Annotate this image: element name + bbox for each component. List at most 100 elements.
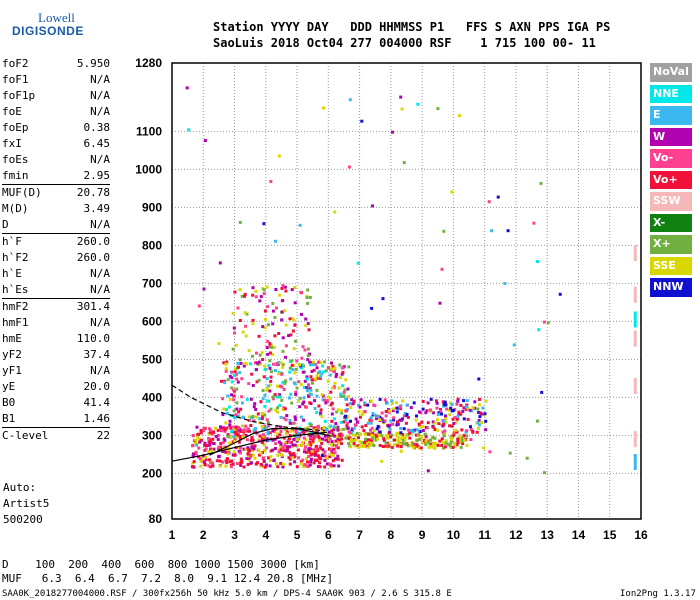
scatter-point <box>469 438 473 441</box>
scatter-point <box>233 331 236 335</box>
scatter-point <box>287 456 291 460</box>
scatter-point <box>238 371 242 375</box>
scatter-point <box>293 286 297 289</box>
scatter-point <box>302 400 306 404</box>
scatter-point <box>298 396 302 400</box>
scatter-point <box>280 318 284 322</box>
scatter-point <box>496 195 500 199</box>
scatter-point <box>327 432 331 436</box>
scatter-point <box>315 449 319 453</box>
scatter-point <box>313 428 316 432</box>
scatter-point <box>288 418 292 422</box>
scatter-point <box>315 411 319 415</box>
scatter-point <box>330 361 333 365</box>
scatter-point <box>224 464 228 468</box>
scatter-point <box>449 406 453 410</box>
scatter-point <box>424 435 428 439</box>
scatter-point <box>204 458 208 462</box>
scatter-point <box>450 438 453 442</box>
scatter-point <box>254 368 258 372</box>
scatter-point <box>330 440 334 444</box>
scatter-point <box>356 444 360 448</box>
scatter-point <box>198 457 202 461</box>
scatter-point <box>207 464 211 468</box>
scatter-point <box>383 398 387 402</box>
scatter-point <box>274 239 277 243</box>
scatter-point <box>288 370 292 374</box>
legend: NoVal NNE E W Vo- Vo+ SSW X- X+ SSE NNW <box>650 63 692 300</box>
scatter-point <box>292 455 296 459</box>
scatter-point <box>457 114 461 118</box>
scatter-point <box>314 447 318 451</box>
scatter-point <box>329 390 333 394</box>
scatter-point <box>388 409 392 413</box>
scatter-point <box>431 411 435 415</box>
scatter-point <box>247 419 251 422</box>
scatter-point <box>357 436 360 440</box>
scatter-point <box>337 464 341 468</box>
scatter-point <box>302 418 306 422</box>
scatter-point <box>315 434 318 438</box>
scatter-point <box>278 393 282 397</box>
param-label: h`Es <box>2 283 29 296</box>
scatter-point <box>217 445 221 449</box>
scatter-point <box>287 437 291 441</box>
scatter-point <box>263 368 267 372</box>
scatter-point <box>230 386 234 390</box>
scatter-point <box>280 398 284 402</box>
scatter-point <box>319 408 323 412</box>
scatter-point <box>276 410 280 414</box>
scatter-point <box>342 427 346 431</box>
scatter-point <box>223 428 227 432</box>
scatter-point <box>406 444 410 448</box>
scatter-point <box>362 429 366 432</box>
param-label: foEs <box>2 153 29 166</box>
scatter-point <box>279 415 283 419</box>
scatter-point <box>395 431 399 435</box>
scatter-point <box>438 301 442 305</box>
y-tick-label: 1000 <box>135 162 162 176</box>
scatter-point <box>304 427 308 431</box>
scatter-point <box>408 431 412 435</box>
scatter-point <box>268 342 272 346</box>
scatter-point <box>315 388 319 392</box>
scatter-point <box>253 456 257 460</box>
scatter-point <box>281 446 285 450</box>
scatter-point <box>537 328 541 332</box>
scatter-point <box>217 342 221 346</box>
scatter-point <box>252 428 256 432</box>
scatter-point <box>408 436 412 440</box>
scatter-point <box>326 395 330 399</box>
scatter-point <box>220 379 223 383</box>
scatter-point <box>206 444 210 447</box>
scatter-point <box>330 386 334 390</box>
scatter-point <box>285 414 289 417</box>
legend-item: E <box>650 106 692 125</box>
scatter-point <box>340 458 344 462</box>
scatter-point <box>283 407 287 411</box>
scatter-point <box>344 436 348 440</box>
scatter-point <box>226 378 230 382</box>
scatter-point <box>450 190 454 194</box>
scatter-point <box>226 435 230 439</box>
scatter-point <box>462 399 466 403</box>
scatter-point <box>251 384 255 387</box>
scatter-point <box>242 430 246 434</box>
param-value: 260.0 <box>76 235 110 248</box>
scatter-point <box>295 431 299 435</box>
scatter-point <box>451 417 455 421</box>
scatter-point <box>308 296 312 299</box>
scatter-point <box>542 320 546 324</box>
param-row: hmF1 N/A <box>2 315 110 331</box>
scatter-point <box>266 421 270 425</box>
scatter-point <box>214 426 218 430</box>
scatter-point <box>346 426 350 430</box>
scatter-point <box>436 107 440 111</box>
scatter-point <box>230 393 233 397</box>
scatter-point <box>317 439 321 443</box>
scatter-point <box>338 434 342 438</box>
scatter-point <box>253 361 257 365</box>
scatter-point <box>271 309 275 313</box>
scatter-point <box>417 422 421 426</box>
scatter-point <box>386 433 390 437</box>
